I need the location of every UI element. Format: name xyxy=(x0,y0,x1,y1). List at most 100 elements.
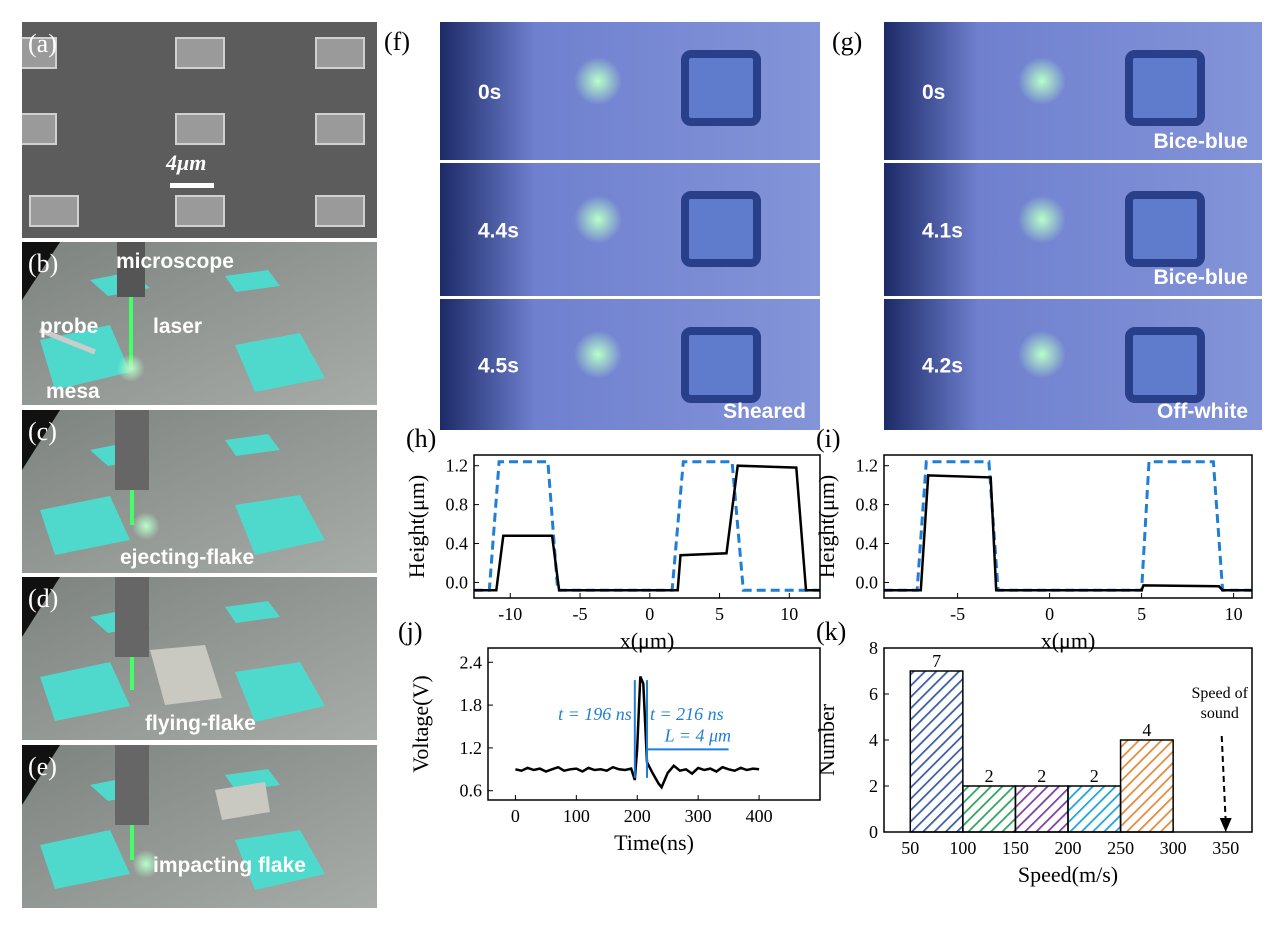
time-label: 0s xyxy=(922,81,945,104)
scale-bar-label: 4μm xyxy=(165,150,206,175)
time-label: 4.4s xyxy=(478,220,519,243)
panel-label: (c) xyxy=(28,417,57,446)
panel-e: (e) impacting flake xyxy=(22,745,377,908)
panel-a: (a) 4μm xyxy=(0,0,377,929)
x-tick-label: 10 xyxy=(1225,604,1243,624)
time-label: 4.5s xyxy=(478,355,519,378)
mesa xyxy=(681,191,761,267)
panel-d: (d) flying-flake xyxy=(22,577,377,740)
bar xyxy=(909,670,964,833)
y-tick-label: 6 xyxy=(869,684,878,704)
panel-label: (g) xyxy=(832,27,862,56)
annotation: t = 216 ns xyxy=(650,704,724,724)
bar xyxy=(1014,785,1069,833)
x-tick-label: 100 xyxy=(563,806,590,826)
charts: (h) x(μm) Height(μm) -10 -5 0 5 10 0.0 0.4 0.8 1.2 (… xyxy=(398,424,1253,887)
scene-label: probe xyxy=(40,315,98,338)
mesa xyxy=(681,50,761,126)
scene-label: flying-flake xyxy=(145,712,256,735)
panel-label: (i) xyxy=(816,424,841,453)
y-axis-label: Number xyxy=(814,703,839,776)
y-tick-label: 0.8 xyxy=(856,495,879,515)
plot-frame xyxy=(883,454,1253,599)
annotation: sound xyxy=(1201,705,1239,722)
x-tick-label: 0 xyxy=(511,806,520,826)
y-tick-label: 0.6 xyxy=(460,781,483,801)
line-series xyxy=(474,464,820,592)
plot-frame xyxy=(883,647,1253,833)
annotation: L = 4 μm xyxy=(664,725,731,745)
x-tick-label: 100 xyxy=(949,838,976,858)
scene-label: mesa xyxy=(46,380,100,403)
arrow-head xyxy=(1219,818,1232,832)
bar xyxy=(1067,785,1122,833)
x-tick-label: 5 xyxy=(715,604,724,624)
time-label: 4.1s xyxy=(922,220,963,243)
state-label: Bice-blue xyxy=(1153,130,1248,153)
y-tick-label: 0 xyxy=(869,822,878,842)
panel-b: (b) microscope probe laser mesa xyxy=(22,242,377,405)
x-tick-label: 300 xyxy=(685,806,712,826)
y-tick-label: 1.2 xyxy=(460,738,483,758)
value-label: 2 xyxy=(1037,766,1046,786)
annotation: t = 196 ns xyxy=(558,704,632,724)
x-tick-label: 50 xyxy=(901,838,919,858)
state-label: Bice-blue xyxy=(1153,266,1248,289)
plot-frame xyxy=(473,454,821,599)
bar xyxy=(962,785,1017,833)
y-tick-label: 0.4 xyxy=(856,534,879,554)
y-tick-label: 8 xyxy=(869,638,878,658)
annotation-arrow xyxy=(1220,735,1227,823)
x-tick-label: -5 xyxy=(573,604,588,624)
y-axis-label: Voltage(V) xyxy=(408,675,433,772)
x-tick-label: 150 xyxy=(1002,838,1029,858)
line-series xyxy=(515,676,760,790)
x-tick-label: 200 xyxy=(624,806,651,826)
mesa xyxy=(1125,327,1205,403)
y-tick-label: 0.4 xyxy=(446,534,469,554)
scene-label: impacting flake xyxy=(153,854,306,877)
x-axis-label: x(μm) xyxy=(1041,628,1096,653)
time-label: 4.2s xyxy=(922,355,963,378)
x-axis-label: x(μm) xyxy=(620,628,675,653)
x-axis-label: Speed(m/s) xyxy=(1018,862,1118,887)
scene-label: ejecting-flake xyxy=(120,546,254,569)
scene-label: laser xyxy=(153,315,202,338)
laser-spot xyxy=(574,195,622,244)
mesa xyxy=(1125,191,1205,267)
x-tick-label: -10 xyxy=(498,604,522,624)
laser-spot xyxy=(1018,330,1066,379)
panel-label: (j) xyxy=(398,617,423,646)
y-axis-label: Height(μm) xyxy=(814,475,839,578)
mesa xyxy=(681,327,761,403)
optical-frames: (f) (g) 0s 4.4s 4.5s Sheared 0s Bice-blue 4.1s… xyxy=(384,22,1262,430)
panel-label: (e) xyxy=(28,752,57,781)
laser-spot xyxy=(574,57,622,105)
line-series xyxy=(474,460,820,592)
y-tick-label: 2 xyxy=(869,776,878,796)
x-tick-label: 5 xyxy=(1137,604,1146,624)
state-label: Sheared xyxy=(723,400,806,423)
y-tick-label: 4 xyxy=(869,730,878,750)
laser-spot xyxy=(1018,57,1066,105)
panel-c: (c) ejecting-flake xyxy=(22,410,377,573)
panel-label: (h) xyxy=(406,424,436,453)
y-tick-label: 2.4 xyxy=(460,652,483,672)
state-label: Off-white xyxy=(1157,400,1248,423)
value-label: 7 xyxy=(932,651,941,671)
bar xyxy=(1119,739,1174,833)
panel-label: (b) xyxy=(28,249,58,278)
panel-label: (d) xyxy=(28,584,58,613)
x-tick-label: 250 xyxy=(1107,838,1134,858)
y-tick-label: 0.8 xyxy=(446,495,469,515)
scene-label: microscope xyxy=(116,250,234,273)
x-tick-label: 10 xyxy=(780,604,798,624)
line-series xyxy=(884,460,1252,592)
value-label: 2 xyxy=(1090,766,1099,786)
x-tick-label: -5 xyxy=(950,604,965,624)
laser-spot xyxy=(574,330,622,379)
plot-frame xyxy=(487,647,821,801)
mesa xyxy=(1125,50,1205,126)
y-axis-label: Height(μm) xyxy=(404,475,429,578)
x-axis-label: Time(ns) xyxy=(614,830,694,855)
